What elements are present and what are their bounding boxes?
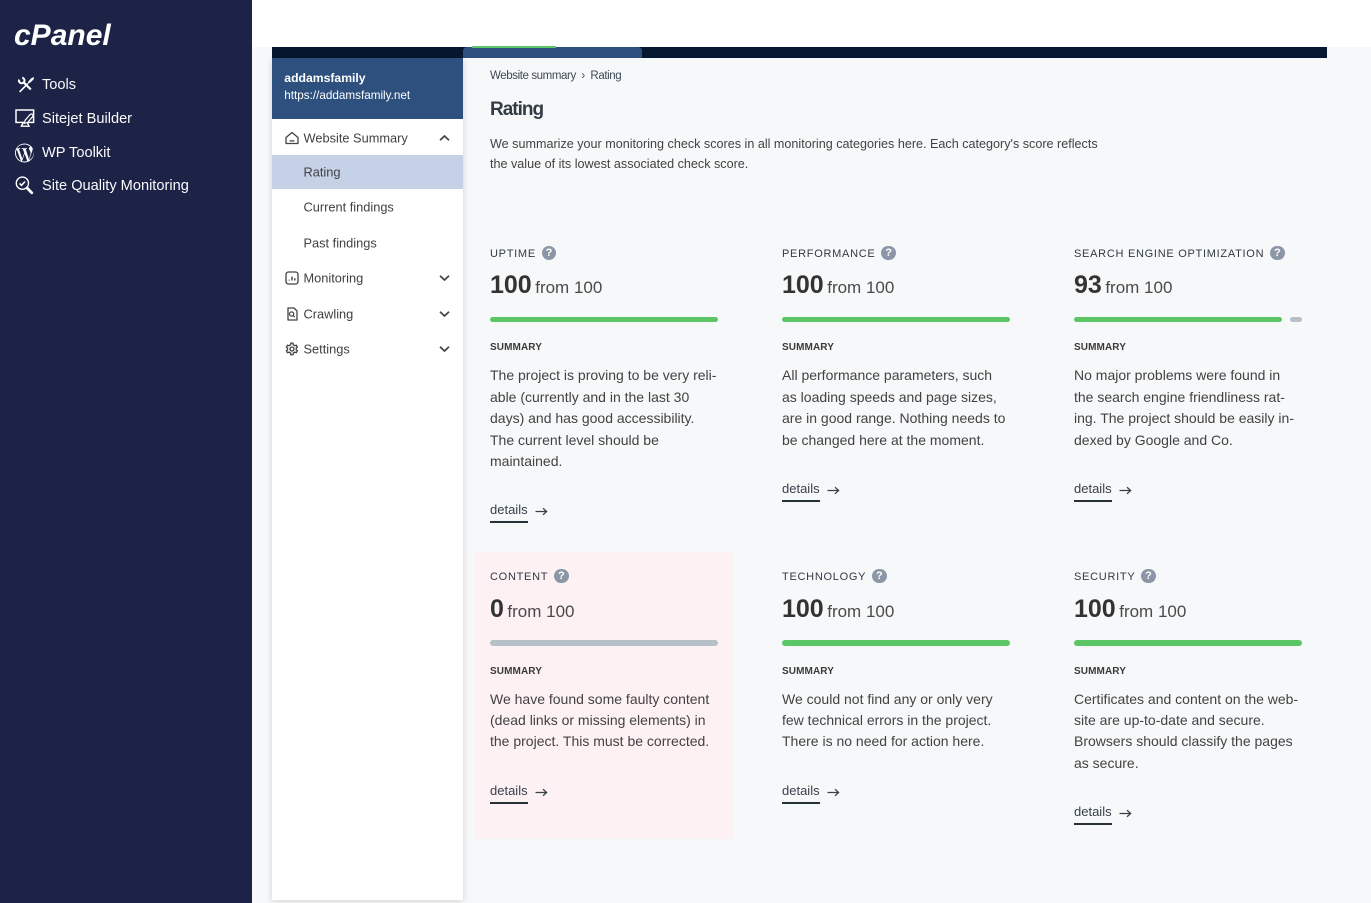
svg-text:cPanel: cPanel — [14, 19, 111, 50]
